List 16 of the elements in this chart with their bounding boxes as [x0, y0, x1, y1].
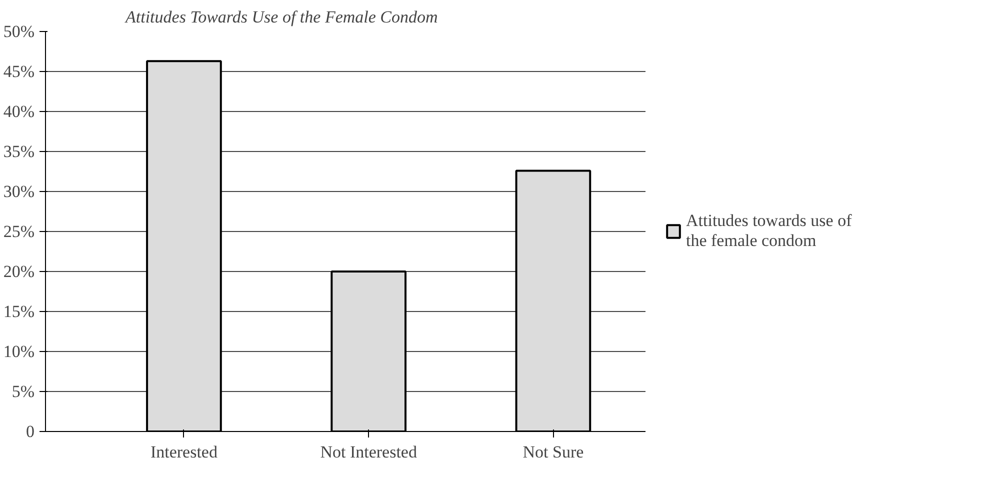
- y-tick-label: 40%: [3, 102, 35, 121]
- y-tick-label: 15%: [3, 302, 35, 321]
- y-tick-label: 10%: [3, 342, 35, 361]
- y-tick-label: 0: [26, 422, 34, 441]
- legend-label: Attitudes towards use of the female condom: [686, 211, 852, 251]
- y-tick-label: 50%: [3, 22, 35, 41]
- x-tick-label: Not Interested: [320, 442, 418, 462]
- y-tick-label: 35%: [3, 142, 35, 161]
- y-tick-label: 20%: [3, 262, 35, 281]
- y-tick-label: 45%: [3, 62, 35, 81]
- x-tick-label: Not Sure: [522, 442, 584, 462]
- y-tick-label: 5%: [12, 382, 35, 401]
- chart-title: Attitudes Towards Use of the Female Condom: [124, 8, 438, 26]
- x-tick-label: Interested: [150, 442, 218, 462]
- y-tick-label: 30%: [3, 182, 35, 201]
- y-tick-label: 25%: [3, 222, 35, 241]
